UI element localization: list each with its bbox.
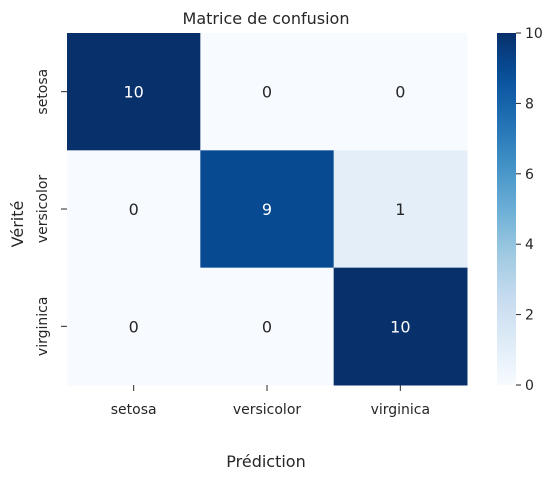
colorbar-tick-label: 4 [525,237,534,253]
cell-value-label: 0 [129,200,139,219]
y-tick-label: virginica [35,297,51,357]
chart-title: Matrice de confusion [183,9,350,28]
y-tick-label: setosa [35,69,51,115]
x-tick-label: setosa [111,402,157,418]
cell-value-label: 1 [395,200,405,219]
heatmap-cell [200,267,335,386]
heatmap-cell [333,267,468,386]
heatmap-cell [200,150,335,269]
x-tick-labels: setosa versicolor virginica [111,385,430,418]
heatmap-cell [67,267,201,386]
colorbar-tick-label: 2 [525,308,534,324]
colorbar-tick-label: 6 [525,167,534,183]
y-tick-labels: setosa versicolor virginica [35,69,67,356]
colorbar-tick-label: 10 [525,26,543,42]
cell-value-label: 0 [262,83,272,102]
heatmap-cell [333,33,468,151]
cell-value-label: 0 [129,317,139,336]
colorbar-tick-label: 0 [525,378,534,394]
cell-value-label: 10 [390,317,410,336]
x-tick-label: virginica [371,402,431,418]
heatmap-cell [67,150,201,269]
colorbar-tick-label: 8 [525,96,534,112]
cell-value-label: 9 [262,200,272,219]
cell-value-label: 10 [123,83,143,102]
heatmap-cell [200,33,335,151]
heatmap-cell [67,33,201,151]
heatmap-cell [333,150,468,269]
cell-value-label: 0 [395,83,405,102]
colorbar-ticks: 0 2 4 6 8 10 [516,26,543,394]
colorbar [497,33,516,385]
cell-value-label: 0 [262,317,272,336]
y-axis-label: Vérité [8,201,27,248]
x-axis-label: Prédiction [226,452,305,471]
x-tick-label: versicolor [233,402,302,418]
heatmap-cells: 10 0 00 9 10 0 10 [67,33,468,386]
y-tick-label: versicolor [35,175,51,244]
